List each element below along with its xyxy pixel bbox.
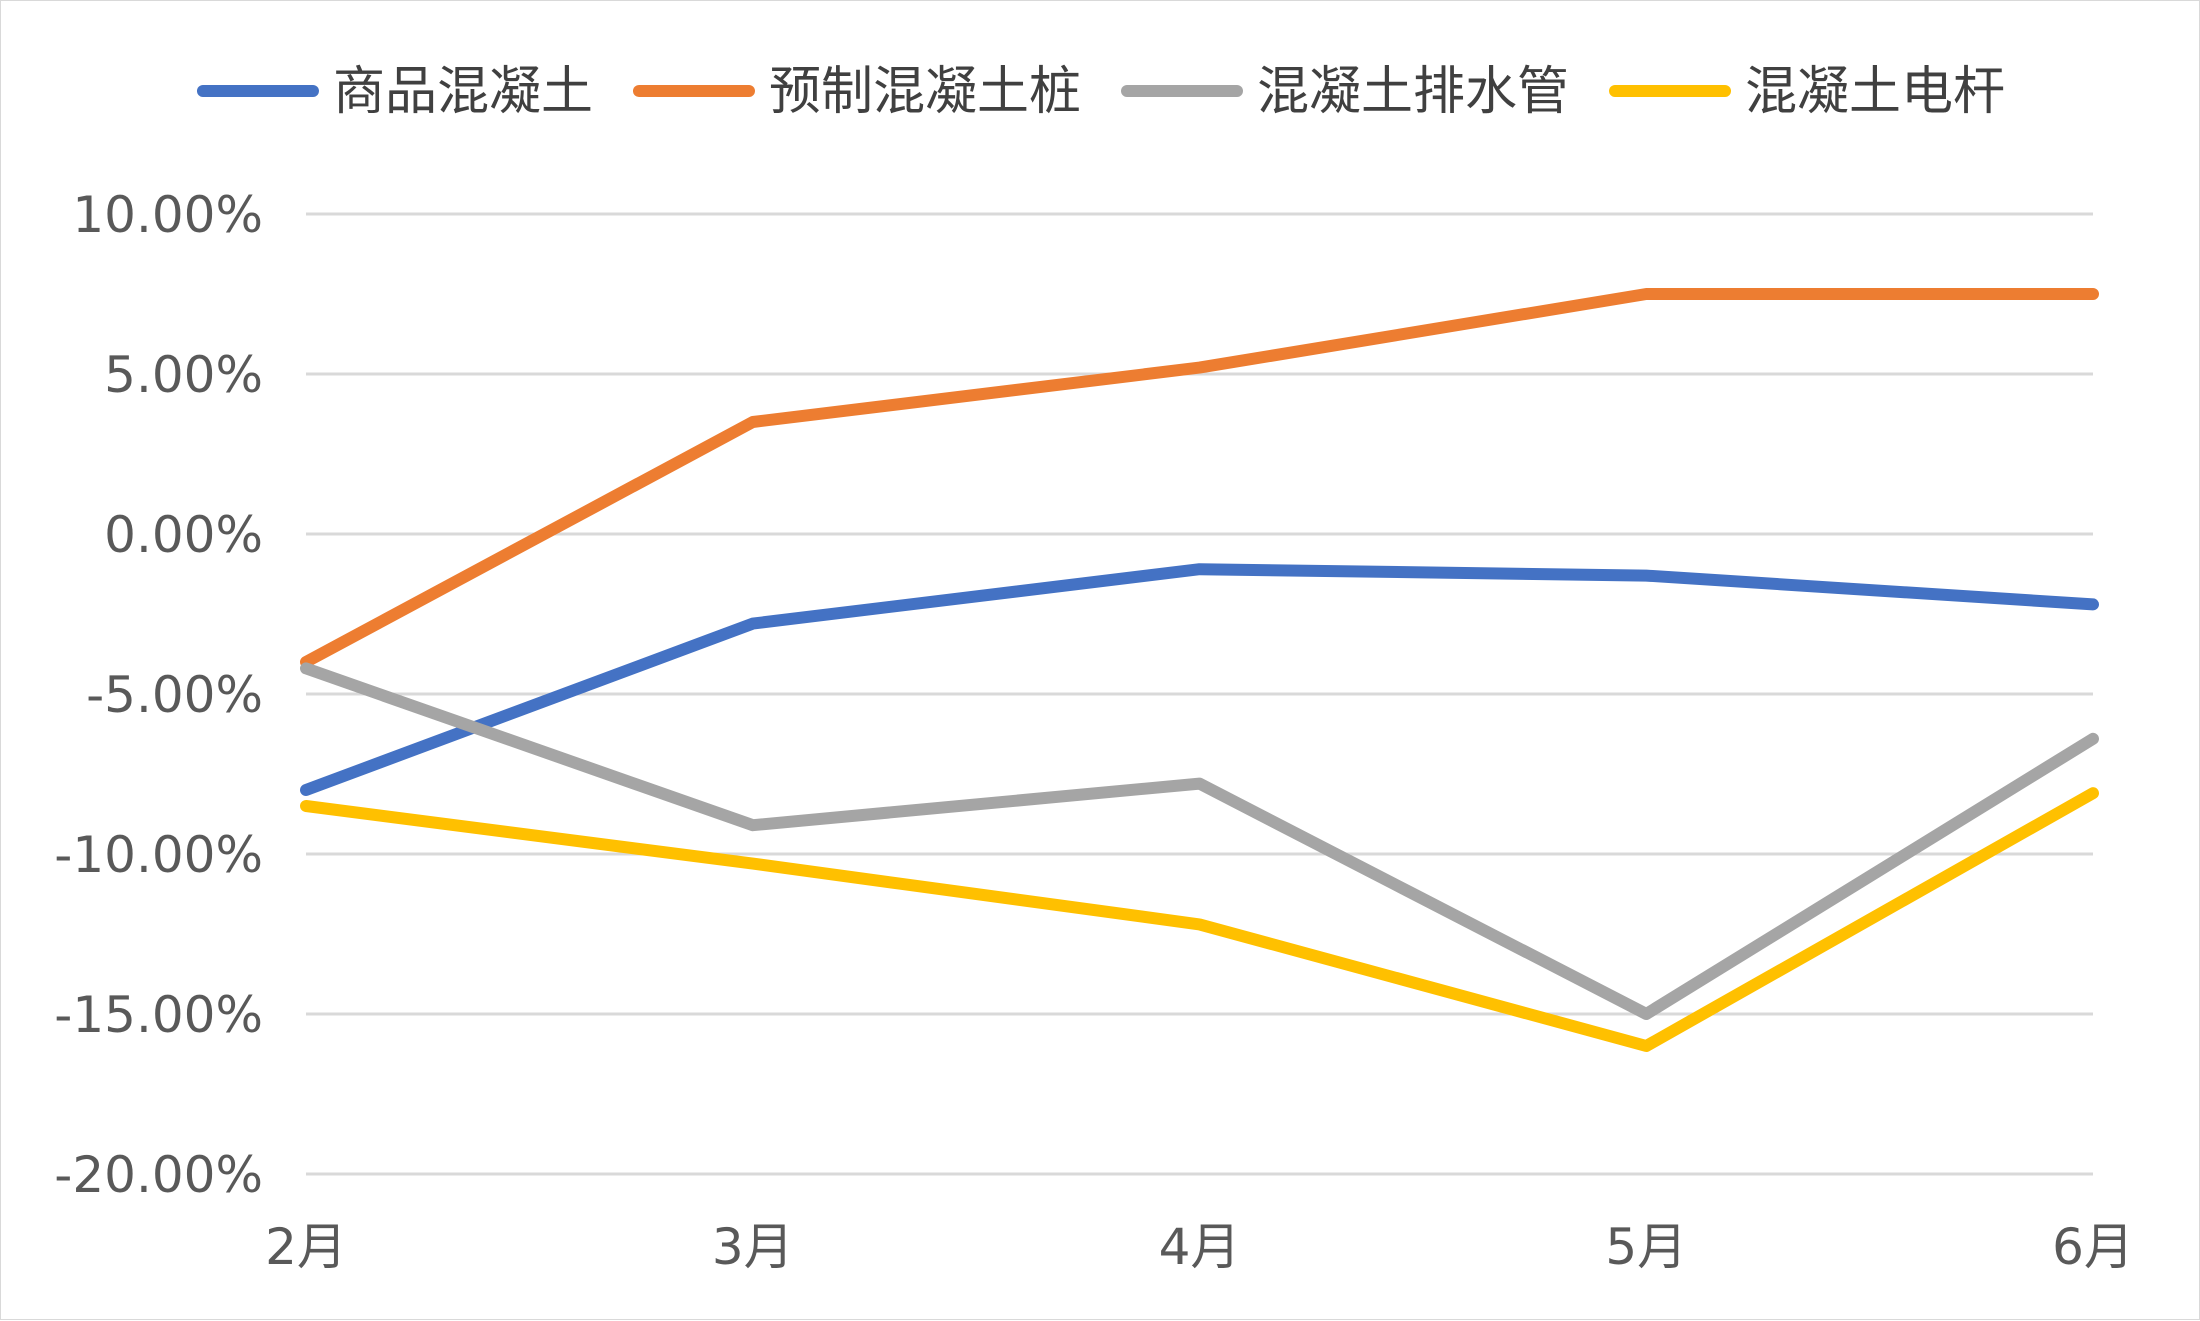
y-tick-label: -5.00% <box>86 666 263 724</box>
x-tick-label: 3月 <box>712 1218 794 1276</box>
y-tick-label: 5.00% <box>104 346 263 404</box>
x-tick-label: 2月 <box>265 1218 347 1276</box>
series-4 <box>306 793 2093 1046</box>
y-axis-ticks: 10.00% 5.00% 0.00% -5.00% -10.00% -15.00% -20.… <box>54 186 263 1204</box>
legend-item: 混凝土电杆 <box>1615 62 2005 122</box>
x-tick-label: 4月 <box>1159 1218 1241 1276</box>
legend-item: 混凝土排水管 <box>1127 62 1569 122</box>
series-2 <box>306 294 2093 662</box>
x-tick-label: 5月 <box>1605 1218 1687 1276</box>
y-tick-label: -20.00% <box>54 1146 263 1204</box>
legend-label: 混凝土电杆 <box>1745 62 2005 122</box>
series-line <box>306 294 2093 662</box>
legend-item: 商品混凝土 <box>203 62 593 122</box>
y-tick-label: 10.00% <box>72 186 263 244</box>
legend-label: 商品混凝土 <box>333 62 593 122</box>
y-tick-label: -15.00% <box>54 986 263 1044</box>
legend-label: 混凝土排水管 <box>1257 62 1569 122</box>
legend: 商品混凝土 预制混凝土桩 混凝土排水管 混凝土电杆 <box>203 62 2005 122</box>
series-lines <box>306 294 2093 1046</box>
y-tick-label: -10.00% <box>54 826 263 884</box>
x-tick-label: 6月 <box>2052 1218 2134 1276</box>
series-line <box>306 793 2093 1046</box>
x-axis-ticks: 2月 3月 4月 5月 6月 <box>265 1218 2134 1276</box>
legend-label: 预制混凝土桩 <box>769 62 1081 122</box>
y-tick-label: 0.00% <box>104 506 263 564</box>
legend-item: 预制混凝土桩 <box>639 62 1081 122</box>
